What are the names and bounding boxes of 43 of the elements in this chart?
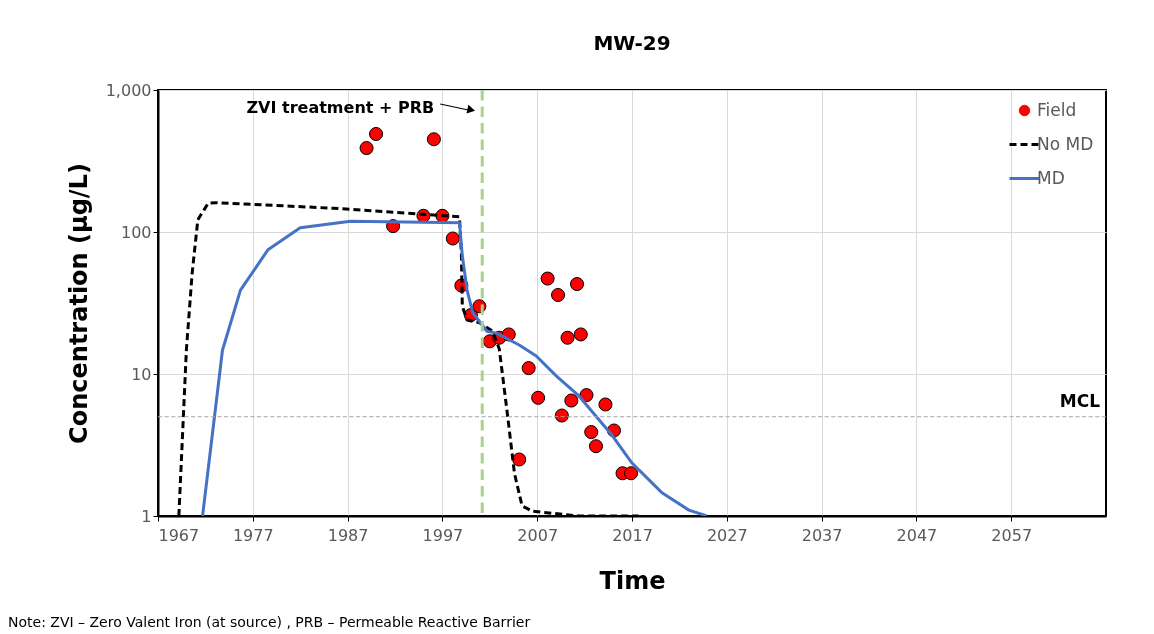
point — [540, 271, 555, 286]
text: Note: ZVI – Zero Valent Iron (at source) , PRB – Permeable Reactive Barrier — [8, 614, 531, 630]
y-tick-label: 100 — [120, 222, 152, 242]
point — [426, 132, 441, 147]
x-tick-label: 2037 — [801, 525, 843, 545]
point — [560, 330, 575, 345]
line-series — [201, 219, 709, 516]
x-tick-label: 1997 — [422, 525, 464, 545]
point — [598, 397, 613, 412]
ref-line-label: MCL — [1059, 390, 1101, 411]
y-tick-label: 1 — [141, 506, 152, 526]
point — [554, 408, 569, 423]
point — [512, 452, 527, 467]
point — [573, 327, 588, 342]
point — [531, 390, 546, 405]
x-tick-label: 2007 — [517, 525, 559, 545]
point — [369, 126, 384, 141]
chart-title: MW-29 — [593, 31, 671, 55]
y-tick-label: 10 — [131, 364, 152, 384]
x-tick-label: 1977 — [232, 525, 274, 545]
x-tick-label: 1987 — [327, 525, 369, 545]
point — [551, 288, 566, 303]
x-tick-label: 2057 — [991, 525, 1033, 545]
x-tick-label: 2017 — [612, 525, 653, 545]
x-tick-label: 2047 — [896, 525, 938, 545]
ref-line-label: ZVI treatment + PRB — [246, 98, 435, 117]
y-tick-label: 1,000 — [105, 80, 152, 100]
x-tick-label: 2027 — [706, 525, 748, 545]
point — [588, 439, 603, 454]
point — [624, 466, 639, 481]
legend-label: Field — [1037, 99, 1077, 120]
point — [359, 141, 374, 156]
point — [445, 231, 460, 246]
y-axis-title: Concentration (µg/L) — [64, 163, 93, 444]
x-axis-title: Time — [599, 566, 666, 595]
legend-label: MD — [1037, 167, 1065, 188]
point — [564, 393, 579, 408]
point — [584, 425, 599, 440]
point — [570, 277, 585, 292]
point — [521, 361, 536, 376]
legend-label: No MD — [1037, 133, 1094, 154]
point — [579, 388, 594, 403]
x-tick-label: 1967 — [158, 525, 200, 545]
